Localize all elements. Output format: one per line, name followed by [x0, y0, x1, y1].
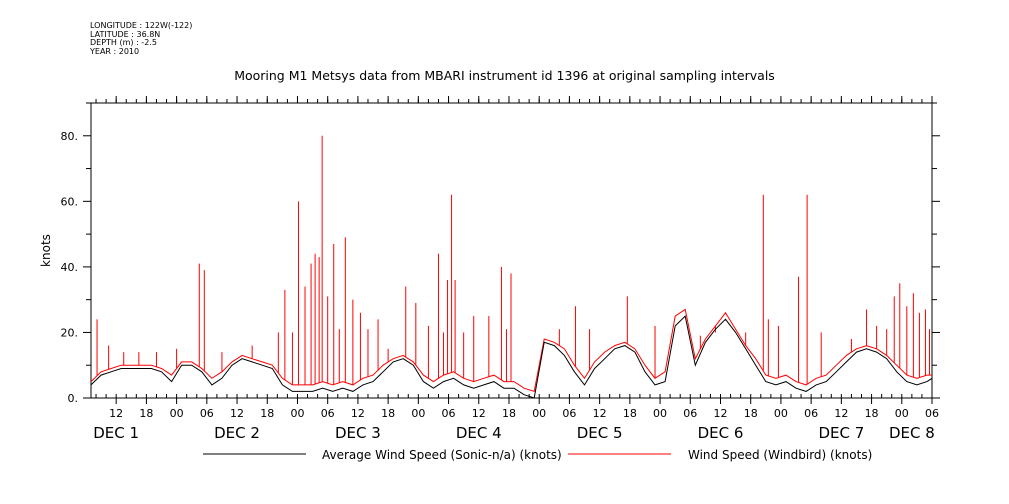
x-tick-label: 12	[472, 407, 486, 420]
y-tick-label: 80.	[61, 130, 79, 143]
x-day-label: DEC 2	[214, 424, 260, 442]
x-tick-label: 18	[623, 407, 637, 420]
x-tick-label: 18	[260, 407, 274, 420]
x-tick-label: 06	[683, 407, 697, 420]
x-tick-label: 00	[532, 407, 546, 420]
x-tick-label: 06	[200, 407, 214, 420]
x-day-label: DEC 8	[889, 424, 935, 442]
year-label: YEAR : 2010	[90, 46, 140, 56]
legend-label-windbird: Wind Speed (Windbird) (knots)	[688, 448, 872, 462]
x-tick-label: 00	[411, 407, 425, 420]
x-day-label: DEC 6	[698, 424, 744, 442]
x-tick-label: 18	[865, 407, 879, 420]
y-tick-label: 40.	[61, 261, 79, 274]
latitude-label: LATITUDE : 36.8N	[90, 29, 161, 39]
x-tick-label: 12	[834, 407, 848, 420]
longitude-label: LONGITUDE : 122W(-122)	[90, 21, 193, 30]
x-tick-label: 00	[653, 407, 667, 420]
x-tick-label: 00	[774, 407, 788, 420]
x-tick-label: 12	[109, 407, 123, 420]
x-tick-label: 00	[170, 407, 184, 420]
y-tick-label: 20.	[61, 326, 79, 339]
x-day-label: DEC 1	[93, 424, 139, 442]
x-tick-label: 00	[895, 407, 909, 420]
x-tick-label: 06	[321, 407, 335, 420]
metadata-block: LONGITUDE : 122W(-122) LATITUDE : 36.8N …	[90, 21, 193, 56]
chart-title: Mooring M1 Metsys data from MBARI instru…	[234, 68, 775, 83]
x-tick-label: 18	[744, 407, 758, 420]
windbird-series-line	[90, 308, 932, 393]
legend-label-sonic: Average Wind Speed (Sonic-n/a) (knots)	[322, 448, 562, 462]
x-tick-label: 06	[804, 407, 818, 420]
x-tick-label: 12	[593, 407, 607, 420]
x-tick-label: 12	[351, 407, 365, 420]
x-day-label: DEC 5	[577, 424, 623, 442]
x-tick-label: 12	[713, 407, 727, 420]
x-tick-label: 18	[139, 407, 153, 420]
x-tick-label: 06	[442, 407, 456, 420]
y-axis-label: knots	[39, 234, 53, 267]
x-tick-label: 18	[381, 407, 395, 420]
y-tick-label: 60.	[61, 195, 79, 208]
x-day-label: DEC 3	[335, 424, 381, 442]
y-tick-label: 0.	[68, 392, 79, 405]
x-tick-label: 12	[230, 407, 244, 420]
x-day-label: DEC 7	[818, 424, 864, 442]
x-tick-label: 18	[502, 407, 516, 420]
x-tick-label: 06	[562, 407, 576, 420]
x-tick-label: 06	[925, 407, 939, 420]
sonic-series-line	[90, 315, 933, 399]
depth-label: DEPTH (m) : -2.5	[90, 38, 157, 48]
x-day-label: DEC 4	[456, 424, 502, 442]
x-tick-label: 00	[290, 407, 304, 420]
plot-frame	[90, 102, 933, 399]
